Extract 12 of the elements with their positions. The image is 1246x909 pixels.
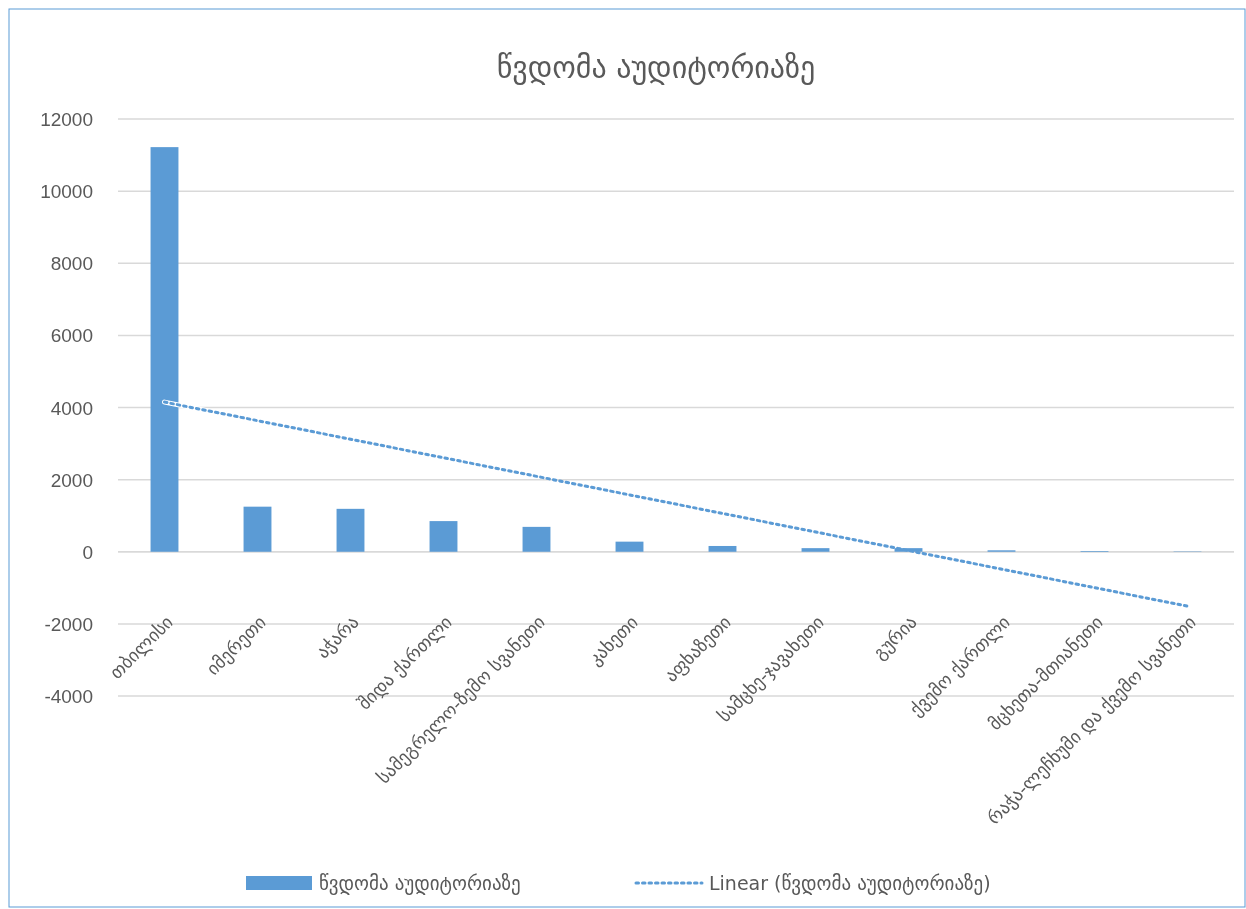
y-tick-label: 4000 xyxy=(50,397,93,419)
y-tick-label: 10000 xyxy=(40,181,93,203)
y-tick-label: 6000 xyxy=(50,325,93,347)
y-tick-label: 12000 xyxy=(40,109,93,130)
y-tick-label: 0 xyxy=(82,541,93,563)
y-tick-label: 8000 xyxy=(50,253,93,275)
y-tick-label: 2000 xyxy=(50,469,93,491)
y-tick-label: -2000 xyxy=(44,613,93,635)
y-tick-label: -4000 xyxy=(44,686,93,707)
legend-label: Linear (წვდომა აუდიტორიაზე) xyxy=(709,872,991,895)
legend-label: წვდომა აუდიტორიაზე xyxy=(319,872,521,895)
chart-title: წვდომა აუდიტორიაზე xyxy=(496,50,816,85)
